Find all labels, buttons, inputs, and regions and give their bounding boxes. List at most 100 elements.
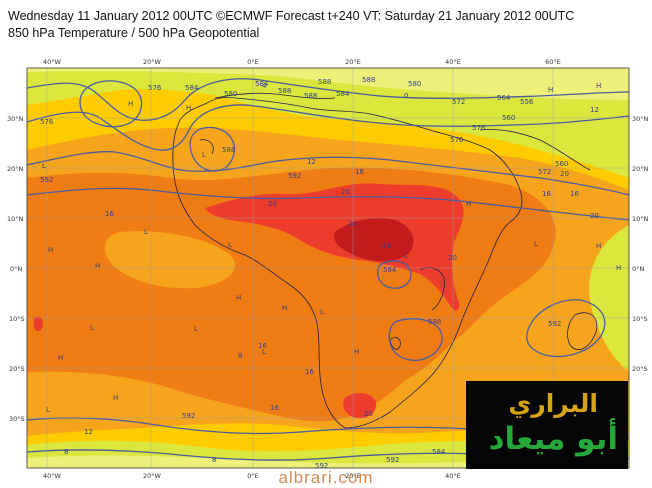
longitude-label: 20°E <box>345 472 361 480</box>
isotherm-label: 16 <box>258 342 267 350</box>
latitude-label: 30°S <box>9 415 25 423</box>
isotherm-label: 8 <box>212 456 216 464</box>
pressure-centre-marker: H <box>48 246 53 254</box>
latitude-label: 10°S <box>9 315 25 323</box>
isotherm-label: 4 <box>262 82 267 90</box>
isotherm-label: 20 <box>268 200 277 208</box>
pressure-centre-marker: H <box>548 86 553 94</box>
pressure-centre-marker: L <box>194 325 198 333</box>
contour-label: 592 <box>386 456 399 464</box>
contour-label: 588 <box>222 146 235 154</box>
contour-label: 588 <box>304 92 317 100</box>
latitude-label: 10°N <box>632 215 649 223</box>
forecast-title: Wednesday 11 January 2012 00UTC ©ECMWF F… <box>8 9 575 23</box>
latitude-label: 20°S <box>9 365 25 373</box>
isotherm-label: 16 <box>542 190 551 198</box>
latitude-label: 20°N <box>7 165 24 173</box>
contour-label: 576 <box>40 118 54 126</box>
contour-label: 564 <box>497 94 511 102</box>
longitude-label: 20°W <box>143 472 162 480</box>
isotherm-label: 20 <box>341 188 350 196</box>
contour-label: 584 <box>432 448 446 456</box>
contour-label: 584 <box>185 84 199 92</box>
isotherm-label: 16 <box>105 210 114 218</box>
isotherm-label: 16 <box>270 404 279 412</box>
website-footer: albrari.com <box>278 468 374 487</box>
longitude-label: 0°E <box>247 58 259 66</box>
temp-zone-hot-west-patch <box>33 316 43 332</box>
geopotential-contours <box>27 78 629 461</box>
contour-label: 572 <box>452 98 465 106</box>
longitude-label: 40°E <box>445 472 461 480</box>
pressure-centre-marker: H <box>596 242 601 250</box>
isotherm-label: 20 <box>364 410 373 418</box>
isotherm-label: 24 <box>382 242 391 250</box>
isotherm-label: 20 <box>448 254 457 262</box>
contour-label: 580 <box>224 90 237 98</box>
pressure-centre-marker: H <box>616 264 621 272</box>
contour-label: 592 <box>315 462 328 470</box>
graticule <box>27 68 629 468</box>
contour-label: 592 <box>548 320 561 328</box>
temp-zone-cool-east <box>589 225 629 370</box>
pressure-centre-marker: L <box>404 252 408 260</box>
pressure-centre-marker: H <box>95 262 100 270</box>
isotherm-label: 8 <box>64 448 68 456</box>
contour-label: 584 <box>255 80 269 88</box>
contour-label: 556 <box>520 98 534 106</box>
map-frame <box>26 67 630 469</box>
contour-label: 588 <box>362 76 375 84</box>
coastlines <box>172 92 598 429</box>
contour-label: 584 <box>383 266 397 274</box>
latitude-label: 0°N <box>632 265 644 273</box>
contour-label: 592 <box>288 172 301 180</box>
longitude-label: 60°E <box>545 58 561 66</box>
contour-label: 592 <box>182 412 195 420</box>
temp-zone-extreme <box>334 218 414 262</box>
contour-label: 588 <box>318 78 331 86</box>
temp-zone-cool-north <box>27 68 629 178</box>
pressure-centre-marker: L <box>228 241 232 249</box>
temp-zone-hot-south-patch <box>343 393 377 419</box>
pressure-centre-marker: L <box>90 324 94 332</box>
pressure-centre-marker: H <box>236 294 241 302</box>
map-subtitle: 850 hPa Temperature / 500 hPa Geopotenti… <box>8 26 260 40</box>
isotherm-label: 24 <box>348 220 357 228</box>
pressure-centre-marker: H <box>128 100 133 108</box>
pressure-centre-marker: H <box>282 304 287 312</box>
isotherm-label: 20 <box>560 170 569 178</box>
logo-line-1: البراري <box>508 389 598 418</box>
contour-label: 588 <box>428 318 441 326</box>
latitude-label: 0°N <box>10 265 22 273</box>
temp-zone-hot-patch <box>104 231 236 289</box>
pressure-centre-marker: L <box>534 240 538 248</box>
watermark-logo: البراري أبو ميعاد <box>466 381 628 469</box>
longitude-label: 40°W <box>43 58 62 66</box>
contour-label: 576 <box>472 124 486 132</box>
isotherm-label: 20 <box>590 212 599 220</box>
contour-label: 572 <box>538 168 551 176</box>
latitude-label: 20°N <box>632 165 649 173</box>
longitude-label: 40°W <box>43 472 62 480</box>
longitude-label: 20°E <box>345 58 361 66</box>
pressure-centre-marker: L <box>320 308 324 316</box>
latitude-label: 10°S <box>632 315 648 323</box>
temp-zone-veryhot <box>205 183 464 311</box>
contour-label: 592 <box>40 176 53 184</box>
isotherm-label: 16 <box>355 168 364 176</box>
contour-label: 576 <box>148 84 162 92</box>
contour-label: 560 <box>502 114 515 122</box>
longitude-label: 20°W <box>143 58 162 66</box>
isotherm-label: 12 <box>590 106 599 114</box>
temp-zone-light-north <box>27 68 629 100</box>
contour-label: 576 <box>450 136 464 144</box>
pressure-centre-marker: H <box>58 354 63 362</box>
latitude-label: 10°N <box>7 215 24 223</box>
contour-label: 584 <box>336 90 350 98</box>
pressure-centre-marker: H <box>596 82 601 90</box>
contour-label: 580 <box>408 80 421 88</box>
pressure-centre-marker: L <box>202 151 206 159</box>
isotherm-label: 16 <box>570 190 579 198</box>
isotherm-label: 12 <box>307 158 316 166</box>
